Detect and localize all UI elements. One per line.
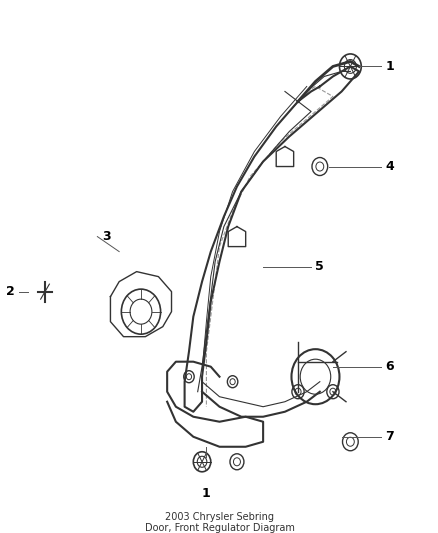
Text: 5: 5 xyxy=(315,260,324,273)
Text: 2: 2 xyxy=(6,285,14,298)
Text: 1: 1 xyxy=(201,487,210,500)
Text: 2003 Chrysler Sebring
Door, Front Regulator Diagram: 2003 Chrysler Sebring Door, Front Regula… xyxy=(144,512,294,533)
Text: 6: 6 xyxy=(385,360,393,373)
Text: 3: 3 xyxy=(102,230,110,243)
Text: 7: 7 xyxy=(385,430,393,443)
Text: 4: 4 xyxy=(385,160,393,173)
Text: 1: 1 xyxy=(385,60,393,73)
